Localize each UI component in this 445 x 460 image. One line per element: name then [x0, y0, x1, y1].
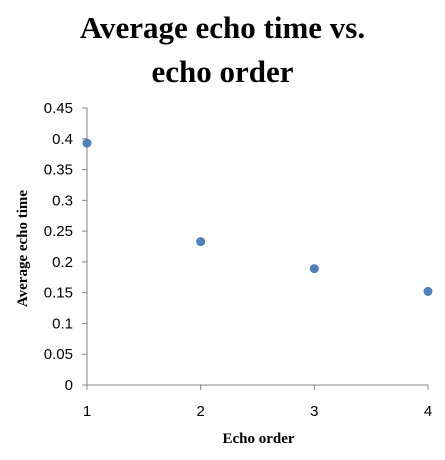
x-tick-label: 4: [424, 403, 432, 420]
chart-title: Average echo time vs. echo order: [0, 6, 445, 94]
data-points: [82, 138, 433, 296]
y-tick-label: 0.25: [44, 223, 73, 240]
y-tick-label: 0: [65, 377, 73, 394]
data-point: [196, 237, 206, 247]
x-tick-label: 1: [83, 403, 91, 420]
y-tick-label: 0.35: [44, 162, 73, 179]
data-point: [82, 138, 92, 148]
y-tick-label: 0.4: [52, 131, 73, 148]
chart-title-line-1: Average echo time vs.: [79, 10, 366, 45]
x-axis-ticks: 1 2 3 4: [83, 385, 432, 420]
x-axis-label: Echo order: [222, 431, 294, 447]
y-axis-label: Average echo time: [15, 190, 31, 308]
data-point: [309, 264, 319, 274]
y-axis-ticks: 0 0.05 0.1 0.15 0.2 0.25 0.3 0.35 0.4 0.45: [44, 100, 87, 394]
y-tick-label: 0.2: [52, 254, 73, 271]
y-tick-label: 0.3: [52, 192, 73, 209]
y-tick-label: 0.15: [44, 285, 73, 302]
x-tick-label: 2: [196, 403, 204, 420]
x-tick-label: 3: [310, 403, 318, 420]
y-tick-label: 0.1: [52, 315, 73, 332]
chart-title-line-2: echo order: [151, 54, 294, 89]
y-tick-label: 0.05: [44, 346, 73, 363]
data-point: [423, 286, 433, 296]
y-tick-label: 0.45: [44, 100, 73, 117]
